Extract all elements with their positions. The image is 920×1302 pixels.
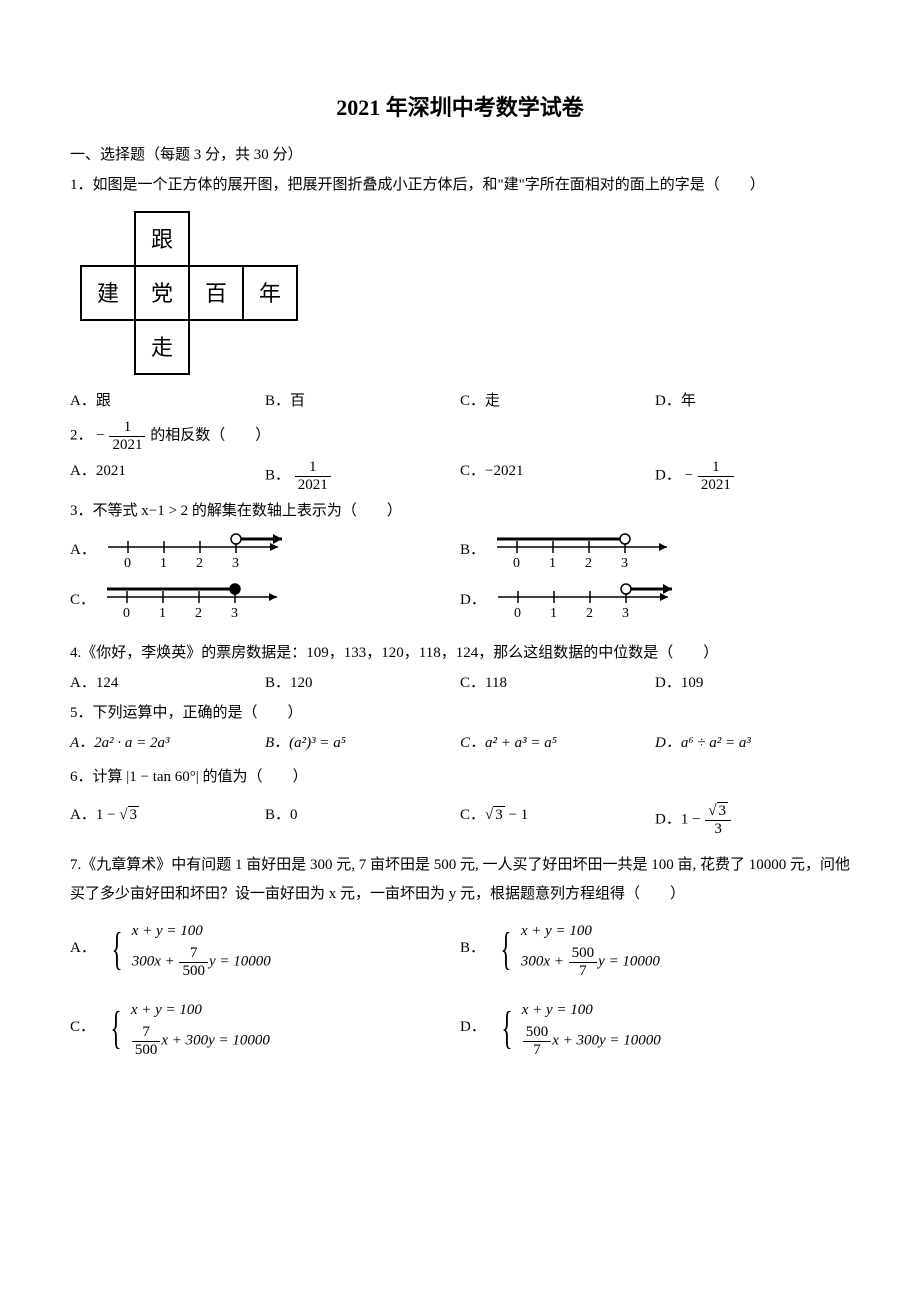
q3-opt-b: B． 01 23 [460, 529, 850, 571]
q4-opt-d: D．109 [655, 671, 850, 695]
question-5: 5．下列运算中，正确的是（ ） [70, 701, 850, 725]
svg-text:1: 1 [550, 606, 557, 621]
svg-text:2: 2 [586, 606, 593, 621]
q5-opt-b: B．(a²)³ = a⁵ [265, 731, 460, 755]
q6-opt-d: D．1 − √3 3 [655, 803, 850, 837]
svg-text:1: 1 [549, 556, 556, 571]
svg-text:1: 1 [159, 606, 166, 621]
svg-text:2: 2 [196, 556, 203, 571]
svg-text:1: 1 [160, 556, 167, 571]
svg-text:0: 0 [514, 606, 521, 621]
svg-text:2: 2 [585, 556, 592, 571]
q7-stem: 7.《九章算术》中有问题 1 亩好田是 300 元, 7 亩坏田是 500 元,… [70, 851, 850, 908]
section-1-header: 一、选择题（每题 3 分，共 30 分） [70, 143, 850, 167]
q4-opt-b: B．120 [265, 671, 460, 695]
q2-opt-a: A．2021 [70, 459, 265, 493]
q7-opt-a: A． { x + y = 100 300x + 7500y = 10000 [70, 918, 460, 979]
svg-text:3: 3 [622, 606, 629, 621]
q3-stem: 3．不等式 x−1 > 2 的解集在数轴上表示为（ ） [70, 499, 850, 523]
svg-text:0: 0 [123, 606, 130, 621]
q4-options: A．124 B．120 C．118 D．109 [70, 671, 850, 695]
net-cell: 走 [135, 320, 189, 374]
q6-opt-a: A．1 − √3 [70, 803, 265, 837]
q5-stem: 5．下列运算中，正确的是（ ） [70, 701, 850, 725]
numberline-a-icon: 0 1 2 3 [102, 529, 290, 571]
numberline-c-icon: 0 1 2 3 [101, 579, 289, 621]
q3-options-row1: A． 01 23 B． 01 23 [70, 529, 850, 629]
q4-stem: 4.《你好，李焕英》的票房数据是：109，133，120，118，124，那么这… [70, 641, 850, 665]
q6-opt-c: C．√3 − 1 [460, 803, 655, 837]
net-cell: 跟 [135, 212, 189, 266]
q2-opt-b: B． 1 2021 [265, 459, 460, 493]
q2-opt-d: D． − 1 2021 [655, 459, 850, 493]
q2-prefix: 2． [70, 428, 93, 444]
question-3: 3．不等式 x−1 > 2 的解集在数轴上表示为（ ） [70, 499, 850, 523]
q1-stem: 1．如图是一个正方体的展开图，把展开图折叠成小正方体后，和"建"字所在面相对的面… [70, 173, 850, 197]
q3-opt-a: A． 01 23 [70, 529, 460, 571]
q1-options: A．跟 B．百 C．走 D．年 [70, 389, 850, 413]
brace-icon: { [111, 926, 122, 972]
q5-opt-a: A．2a² · a = 2a³ [70, 731, 265, 755]
q6-opt-b: B．0 [265, 803, 460, 837]
page-title: 2021 年深圳中考数学试卷 [70, 90, 850, 125]
numberline-d-icon: 0 1 2 3 [492, 579, 680, 621]
net-cell: 年 [243, 266, 297, 320]
q3-opt-c: C． 01 23 [70, 579, 460, 621]
q2-neg: − [96, 428, 104, 444]
svg-text:3: 3 [621, 556, 628, 571]
brace-icon: { [500, 926, 511, 972]
numberline-b-icon: 0 1 2 3 [491, 529, 679, 571]
q5-options: A．2a² · a = 2a³ B．(a²)³ = a⁵ C．a² + a³ =… [70, 731, 850, 755]
svg-text:0: 0 [124, 556, 131, 571]
question-4: 4.《你好，李焕英》的票房数据是：109，133，120，118，124，那么这… [70, 641, 850, 665]
svg-text:0: 0 [513, 556, 520, 571]
net-cell: 建 [81, 266, 135, 320]
q2-fraction: 1 2021 [109, 419, 145, 453]
question-1: 1．如图是一个正方体的展开图，把展开图折叠成小正方体后，和"建"字所在面相对的面… [70, 173, 850, 413]
net-cell: 百 [189, 266, 243, 320]
q7-opt-d: D． { x + y = 100 5007x + 300y = 10000 [460, 997, 850, 1058]
q3-opt-d: D． 01 23 [460, 579, 850, 621]
q5-opt-c: C．a² + a³ = a⁵ [460, 731, 655, 755]
q1-opt-d: D．年 [655, 389, 850, 413]
question-6: 6．计算 |1 − tan 60°| 的值为（ ） [70, 765, 850, 789]
q1-opt-a: A．跟 [70, 389, 265, 413]
svg-text:3: 3 [231, 606, 238, 621]
q2-opt-c: C．−2021 [460, 459, 655, 493]
q7-opt-b: B． { x + y = 100 300x + 5007y = 10000 [460, 918, 850, 979]
q5-opt-d: D．a⁶ ÷ a² = a³ [655, 731, 850, 755]
svg-text:2: 2 [195, 606, 202, 621]
q1-opt-b: B．百 [265, 389, 460, 413]
q2-after: 的相反数（ ） [150, 428, 270, 444]
cube-net: 跟 建 党 百 年 走 [80, 211, 298, 375]
svg-text:3: 3 [232, 556, 239, 571]
q6-options: A．1 − √3 B．0 C．√3 − 1 D．1 − √3 3 [70, 803, 850, 837]
q4-opt-c: C．118 [460, 671, 655, 695]
q7-options: A． { x + y = 100 300x + 7500y = 10000 B．… [70, 918, 850, 1066]
q6-stem: 6．计算 |1 − tan 60°| 的值为（ ） [70, 765, 850, 789]
question-2: 2． − 1 2021 的相反数（ ） [70, 419, 850, 453]
net-cell: 党 [135, 266, 189, 320]
question-7: 7.《九章算术》中有问题 1 亩好田是 300 元, 7 亩坏田是 500 元,… [70, 851, 850, 908]
brace-icon: { [501, 1005, 512, 1051]
q1-opt-c: C．走 [460, 389, 655, 413]
q7-opt-c: C． { x + y = 100 7500x + 300y = 10000 [70, 997, 460, 1058]
brace-icon: { [110, 1005, 121, 1051]
q2-options: A．2021 B． 1 2021 C．−2021 D． − 1 2021 [70, 459, 850, 493]
q4-opt-a: A．124 [70, 671, 265, 695]
